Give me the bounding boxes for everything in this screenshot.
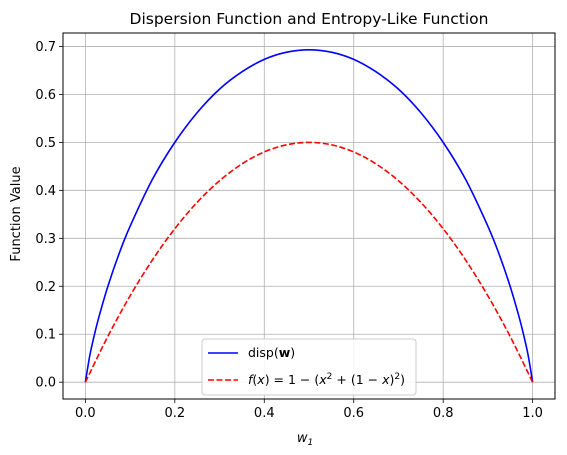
x-tick-label: 0.8	[433, 406, 454, 421]
legend-box	[201, 338, 417, 396]
x-tick-label: 0.2	[164, 406, 185, 421]
y-ticks: 0.0 0.1 0.2 0.3 0.4 0.5 0.6 0.7	[35, 40, 63, 391]
x-axis-label: w1	[297, 431, 313, 448]
y-tick-label: 0.0	[35, 376, 56, 391]
x-axis-label-subscript: 1	[307, 438, 313, 448]
series-line-f	[84, 141, 534, 383]
legend-label-disp: disp(w)	[248, 345, 295, 360]
x-tick-label: 0.4	[254, 406, 275, 421]
plot-frame	[62, 32, 556, 400]
y-tick-label: 0.2	[35, 280, 56, 295]
x-ticks: 0.0 0.2 0.4 0.6 0.8 1.0	[75, 399, 543, 421]
legend-label-f: f(x) = 1 − (x2 + (1 − x)2)	[248, 372, 405, 387]
y-tick-label: 0.7	[35, 40, 56, 55]
y-tick-label: 0.4	[35, 184, 56, 199]
y-tick-label: 0.3	[35, 232, 56, 247]
series-line-disp	[84, 48, 534, 383]
chart-title: Dispersion Function and Entropy-Like Fun…	[130, 10, 489, 28]
series-layer	[84, 48, 534, 383]
x-tick-label: 0.0	[75, 406, 96, 421]
x-tick-label: 1.0	[522, 406, 543, 421]
x-tick-label: 0.6	[343, 406, 364, 421]
y-tick-label: 0.5	[35, 136, 56, 151]
y-tick-label: 0.1	[35, 328, 56, 343]
legend: disp(w) f(x) = 1 − (x2 + (1 − x)2)	[201, 338, 417, 396]
y-tick-label: 0.6	[35, 88, 56, 103]
y-axis-label: Function Value	[9, 166, 24, 261]
grid	[63, 33, 555, 399]
